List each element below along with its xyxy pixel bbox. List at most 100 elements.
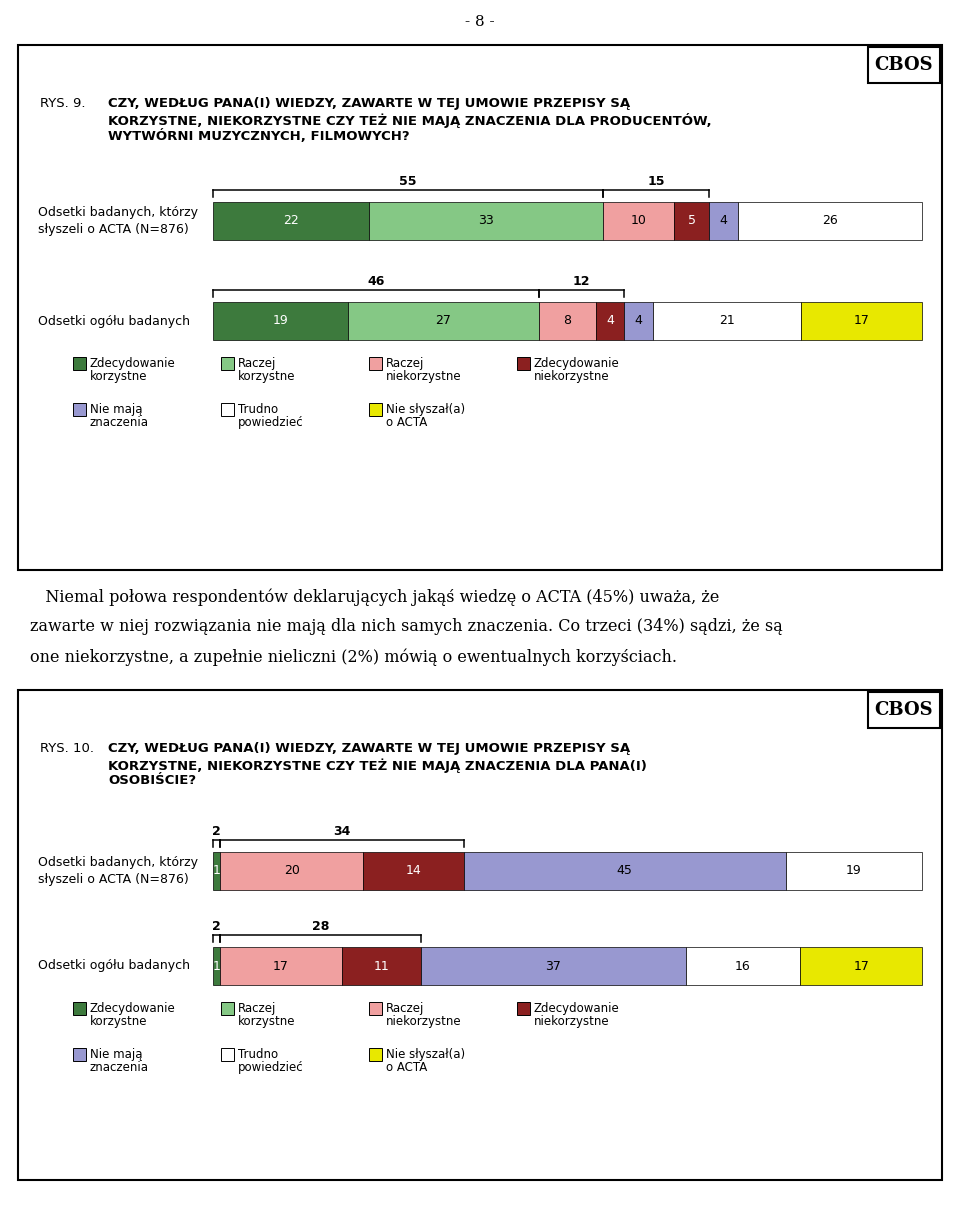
Text: 28: 28 — [312, 920, 329, 934]
Bar — [517, 1002, 530, 1015]
Text: - 8 -: - 8 - — [466, 15, 494, 30]
Text: OSOBIŚCIE?: OSOBIŚCIE? — [108, 774, 196, 787]
Text: 15: 15 — [647, 175, 665, 188]
Bar — [464, 852, 786, 891]
Text: 4: 4 — [606, 315, 614, 327]
Text: CZY, WEDŁUG PANA(I) WIEDZY, ZAWARTE W TEJ UMOWIE PRZEPISY SĄ: CZY, WEDŁUG PANA(I) WIEDZY, ZAWARTE W TE… — [108, 97, 630, 109]
Bar — [369, 1002, 382, 1015]
Text: CBOS: CBOS — [875, 57, 933, 74]
Text: KORZYSTNE, NIEKORZYSTNE CZY TEŻ NIE MAJĄ ZNACZENIA DLA PRODUCENTÓW,: KORZYSTNE, NIEKORZYSTNE CZY TEŻ NIE MAJĄ… — [108, 113, 711, 128]
Bar — [786, 852, 922, 891]
Text: niekorzystne: niekorzystne — [386, 1015, 462, 1028]
Bar — [213, 947, 220, 985]
Text: 5: 5 — [687, 214, 696, 228]
Bar — [653, 303, 802, 339]
Bar — [221, 357, 234, 370]
Bar — [342, 947, 420, 985]
Bar — [369, 403, 382, 416]
Text: niekorzystne: niekorzystne — [534, 370, 610, 383]
Text: 12: 12 — [573, 276, 590, 288]
Bar — [517, 357, 530, 370]
Text: 4: 4 — [635, 315, 642, 327]
Text: Odsetki ogółu badanych: Odsetki ogółu badanych — [38, 315, 190, 327]
Text: WYTWÓRNI MUZYCZNYCH, FILMOWYCH?: WYTWÓRNI MUZYCZNYCH, FILMOWYCH? — [108, 129, 410, 143]
Text: Zdecydowanie: Zdecydowanie — [90, 1002, 176, 1015]
Text: 1: 1 — [213, 865, 221, 877]
Bar — [603, 202, 674, 240]
Text: KORZYSTNE, NIEKORZYSTNE CZY TEŻ NIE MAJĄ ZNACZENIA DLA PANA(I): KORZYSTNE, NIEKORZYSTNE CZY TEŻ NIE MAJĄ… — [108, 758, 647, 772]
Bar — [674, 202, 709, 240]
Bar — [868, 692, 940, 728]
Text: 2: 2 — [212, 825, 221, 838]
Text: korzystne: korzystne — [90, 370, 148, 383]
Text: korzystne: korzystne — [90, 1015, 148, 1028]
Text: Trudno: Trudno — [238, 403, 278, 416]
Text: o ACTA: o ACTA — [386, 416, 427, 429]
Bar — [213, 303, 348, 339]
Bar — [220, 947, 342, 985]
Bar — [213, 852, 220, 891]
Bar — [220, 852, 364, 891]
Text: o ACTA: o ACTA — [386, 1061, 427, 1074]
Text: Zdecydowanie: Zdecydowanie — [534, 357, 620, 370]
Text: RYS. 9.: RYS. 9. — [40, 97, 85, 109]
Bar — [801, 947, 922, 985]
Text: 21: 21 — [719, 315, 735, 327]
Bar — [540, 303, 596, 339]
Text: 17: 17 — [853, 959, 869, 973]
Text: 33: 33 — [478, 214, 493, 228]
Bar — [685, 947, 801, 985]
Text: Zdecydowanie: Zdecydowanie — [90, 357, 176, 370]
Text: 19: 19 — [273, 315, 288, 327]
Bar — [709, 202, 737, 240]
Text: Raczej: Raczej — [386, 1002, 424, 1015]
Text: Nie słyszał(a): Nie słyszał(a) — [386, 1048, 466, 1061]
Text: 17: 17 — [853, 315, 870, 327]
Text: niekorzystne: niekorzystne — [386, 370, 462, 383]
Text: 10: 10 — [631, 214, 646, 228]
Text: Nie słyszał(a): Nie słyszał(a) — [386, 403, 466, 416]
Bar — [420, 947, 685, 985]
Text: Raczej: Raczej — [238, 1002, 276, 1015]
Bar — [73, 403, 86, 416]
Text: zawarte w niej rozwiązania nie mają dla nich samych znaczenia. Co trzeci (34%) s: zawarte w niej rozwiązania nie mają dla … — [30, 617, 782, 635]
Text: 22: 22 — [283, 214, 299, 228]
Text: Zdecydowanie: Zdecydowanie — [534, 1002, 620, 1015]
Text: Raczej: Raczej — [238, 357, 276, 370]
Bar — [73, 357, 86, 370]
Text: Odsetki badanych, którzy
słyszeli o ACTA (N=876): Odsetki badanych, którzy słyszeli o ACTA… — [38, 205, 198, 236]
Text: korzystne: korzystne — [238, 1015, 296, 1028]
Text: 34: 34 — [333, 825, 350, 838]
Bar — [18, 690, 942, 1180]
Bar — [213, 202, 369, 240]
Text: powiedzieć: powiedzieć — [238, 416, 303, 429]
Text: CZY, WEDŁUG PANA(I) WIEDZY, ZAWARTE W TEJ UMOWIE PRZEPISY SĄ: CZY, WEDŁUG PANA(I) WIEDZY, ZAWARTE W TE… — [108, 742, 630, 755]
Bar — [369, 357, 382, 370]
Bar — [868, 47, 940, 82]
Text: 19: 19 — [846, 865, 862, 877]
Text: 17: 17 — [273, 959, 289, 973]
Bar — [348, 303, 540, 339]
Text: 8: 8 — [564, 315, 571, 327]
Bar — [802, 303, 922, 339]
Text: 2: 2 — [212, 920, 221, 934]
Text: Trudno: Trudno — [238, 1048, 278, 1061]
Text: Niemal połowa respondentów deklarujących jakąś wiedzę o ACTA (45%) uważa, że: Niemal połowa respondentów deklarujących… — [30, 588, 719, 605]
Text: 46: 46 — [368, 276, 385, 288]
Text: znaczenia: znaczenia — [90, 1061, 149, 1074]
Text: 4: 4 — [720, 214, 728, 228]
Text: 27: 27 — [436, 315, 451, 327]
Text: RYS. 10.: RYS. 10. — [40, 742, 94, 755]
Text: niekorzystne: niekorzystne — [534, 1015, 610, 1028]
Bar — [369, 202, 603, 240]
Bar — [221, 1002, 234, 1015]
Bar — [364, 852, 464, 891]
Text: Raczej: Raczej — [386, 357, 424, 370]
Text: 37: 37 — [545, 959, 561, 973]
Bar — [369, 1048, 382, 1061]
Text: 16: 16 — [735, 959, 751, 973]
Text: Nie mają: Nie mają — [90, 403, 142, 416]
Text: korzystne: korzystne — [238, 370, 296, 383]
Bar — [737, 202, 922, 240]
Text: 45: 45 — [617, 865, 633, 877]
